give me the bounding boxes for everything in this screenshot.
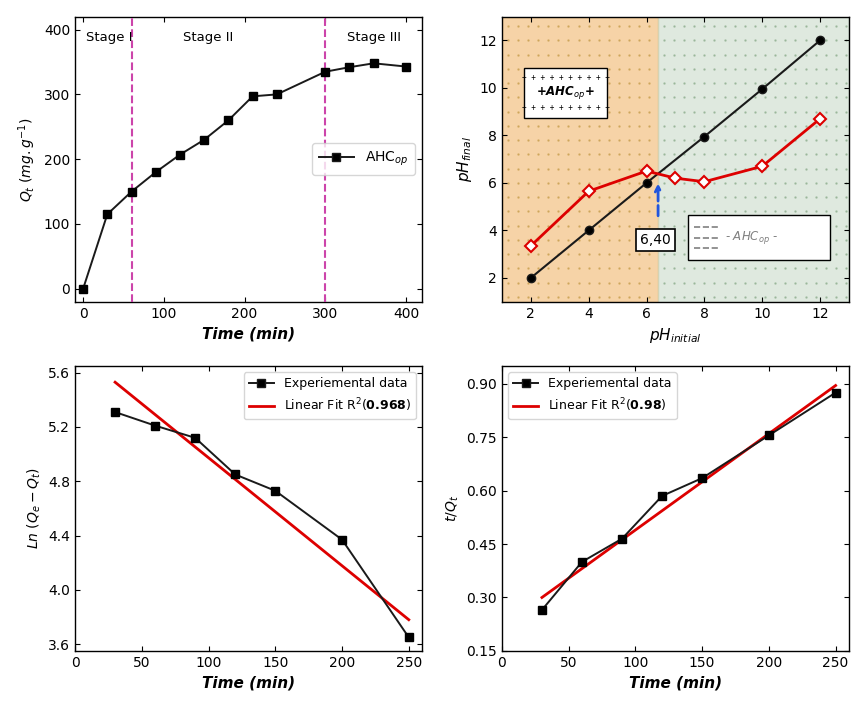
Text: + + + + + + + + + +: + + + + + + + + + + [522, 73, 610, 82]
Text: +AHC$_{op}$+: +AHC$_{op}$+ [536, 84, 595, 101]
X-axis label: Time (min): Time (min) [629, 675, 722, 690]
Y-axis label: $t/Q_t$: $t/Q_t$ [444, 495, 460, 522]
X-axis label: $pH_{initial}$: $pH_{initial}$ [649, 326, 701, 345]
Text: + + + + + + + + + +: + + + + + + + + + + [522, 103, 610, 112]
FancyBboxPatch shape [688, 215, 831, 260]
Y-axis label: $Ln$ $(Q_e-Q_t)$: $Ln$ $(Q_e-Q_t)$ [25, 467, 42, 549]
Text: Stage III: Stage III [347, 31, 401, 44]
FancyBboxPatch shape [524, 68, 608, 117]
Bar [658, 17, 849, 302]
X-axis label: Time (min): Time (min) [202, 326, 295, 341]
Text: Stage I: Stage I [86, 31, 132, 44]
X-axis label: Time (min): Time (min) [202, 675, 295, 690]
Text: Stage II: Stage II [183, 31, 233, 44]
Legend: AHC$_{op}$: AHC$_{op}$ [312, 143, 415, 175]
Y-axis label: $Q_t$ $(mg.g^{-1})$: $Q_t$ $(mg.g^{-1})$ [16, 117, 38, 201]
Legend: Experiemental data, Linear Fit R$^2$($\mathbf{0.968}$): Experiemental data, Linear Fit R$^2$($\m… [244, 372, 416, 419]
Text: - AHC$_{op}$ -: - AHC$_{op}$ - [725, 229, 778, 246]
Legend: Experiemental data, Linear Fit R$^2$($\mathbf{0.98}$): Experiemental data, Linear Fit R$^2$($\m… [508, 372, 676, 419]
Bar [502, 17, 658, 302]
Y-axis label: $pH_{final}$: $pH_{final}$ [455, 136, 474, 182]
Text: 6,40: 6,40 [640, 233, 670, 247]
